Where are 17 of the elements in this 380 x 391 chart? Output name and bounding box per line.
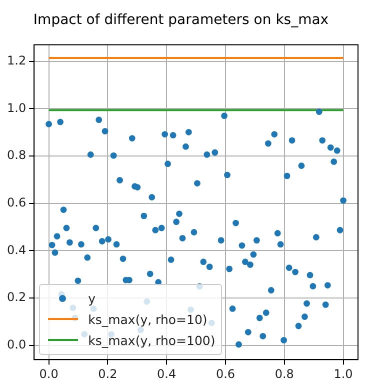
y-tick-label: 0.6: [6, 196, 26, 210]
y-tick-label: 0.0: [6, 338, 26, 352]
y-tick-label: 1.2: [6, 53, 26, 68]
legend-label: ks_max(y, rho=10): [88, 312, 208, 327]
y-tick-label: 0.4: [6, 242, 26, 257]
x-tick-label: 1.0: [334, 366, 353, 381]
y-tick-label: 0.2: [6, 290, 26, 304]
y-tick-label: 1.0: [6, 100, 26, 115]
x-tick-label: 0.4: [157, 366, 176, 381]
legend-label: ks_max(y, rho=100): [88, 332, 216, 348]
x-tick-label: 0.6: [216, 366, 236, 381]
legend-label: y: [88, 290, 96, 306]
y-tick-label: 0.8: [6, 148, 26, 162]
x-tick-label: 0.0: [39, 366, 58, 381]
x-tick-label: 0.2: [98, 366, 118, 381]
chart-title: Impact of different parameters on ks_max: [33, 12, 329, 28]
x-tick-label: 0.8: [274, 366, 294, 381]
